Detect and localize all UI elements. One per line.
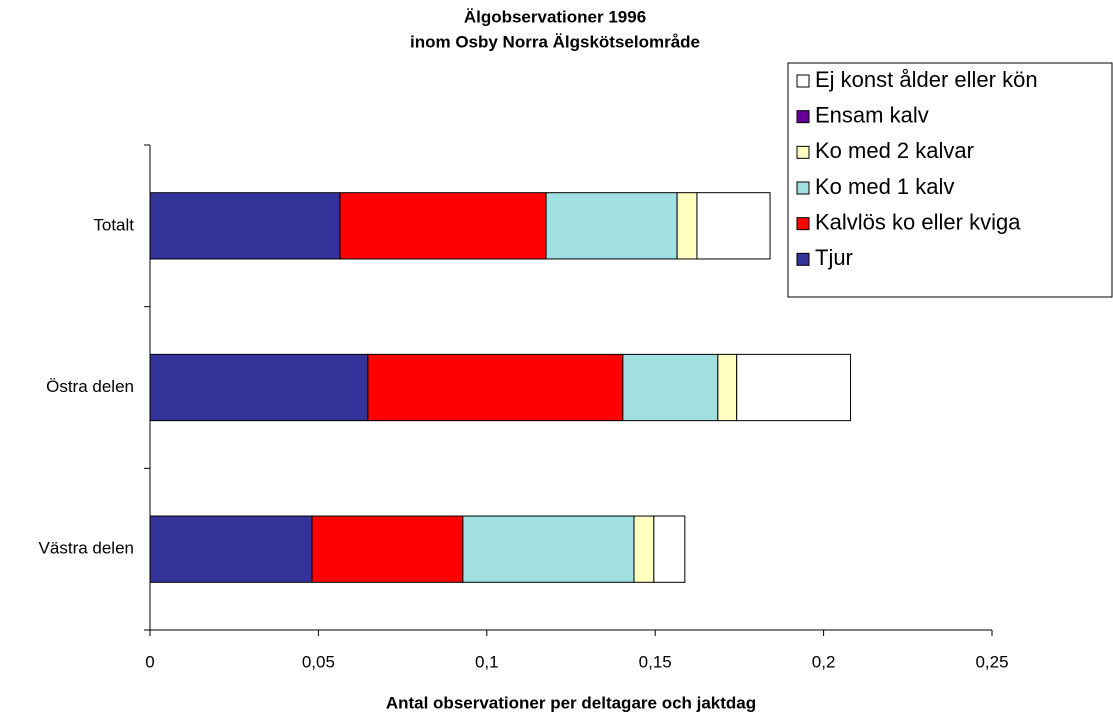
- x-tick-label: 0,05: [302, 652, 335, 671]
- x-tick-label: 0,15: [639, 652, 672, 671]
- legend-swatch: [796, 252, 810, 266]
- chart-subtitle: inom Osby Norra Älgskötselområde: [410, 32, 700, 51]
- x-tick-label: 0,25: [975, 652, 1008, 671]
- x-tick-label: 0: [145, 652, 154, 671]
- legend-label: Ko med 2 kalvar: [815, 138, 974, 163]
- bar-segment: [339, 192, 547, 260]
- bar-segment: [676, 192, 698, 260]
- legend-swatch: [796, 145, 810, 159]
- legend-swatch: [796, 74, 810, 88]
- chart-title: Älgobservationer 1996: [464, 7, 646, 26]
- bar-segment: [736, 353, 852, 422]
- bar-segment: [633, 515, 655, 583]
- bar-segment: [149, 515, 313, 583]
- bar-segment: [149, 353, 369, 422]
- legend-swatch: [796, 110, 810, 124]
- legend-label: Kalvlös ko eller kviga: [815, 209, 1021, 234]
- y-tick-label: Östra delen: [46, 377, 134, 396]
- x-tick-label: 0,1: [475, 652, 499, 671]
- x-tick-label: 0,2: [812, 652, 836, 671]
- bar-segment: [545, 192, 678, 260]
- bar-segment: [717, 353, 738, 422]
- legend-swatch: [796, 217, 810, 231]
- legend-label: Ensam kalv: [815, 102, 929, 127]
- x-axis-title: Antal observationer per deltagare och ja…: [386, 693, 756, 712]
- bar-segment: [622, 353, 719, 422]
- bar-segment: [696, 192, 771, 260]
- bar-segment: [462, 515, 635, 583]
- bar-segment: [653, 515, 686, 583]
- legend-label: Ej konst ålder eller kön: [815, 67, 1038, 92]
- legend-swatch: [796, 181, 810, 195]
- legend-box: [787, 62, 1113, 298]
- bar-segment: [367, 353, 624, 422]
- legend-label: Ko med 1 kalv: [815, 174, 954, 199]
- legend-label: Tjur: [815, 245, 853, 270]
- y-tick-label: Totalt: [93, 215, 134, 234]
- bar-segment: [149, 192, 341, 260]
- y-tick-label: Västra delen: [39, 539, 134, 558]
- bar-segment: [311, 515, 464, 583]
